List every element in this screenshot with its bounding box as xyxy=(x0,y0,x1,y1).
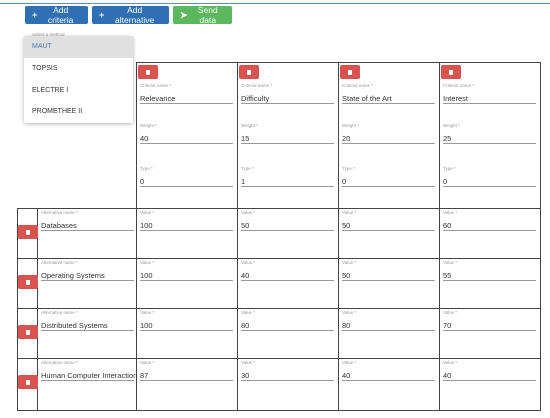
add-criteria-label: Add criteria xyxy=(47,5,74,25)
criterion-type-input[interactable]: 0 xyxy=(443,176,536,187)
add-alternative-label: Add alternative xyxy=(115,5,155,25)
trash-icon xyxy=(449,69,453,75)
alternative-delete-cell xyxy=(17,208,38,259)
alternative-name-input[interactable]: Operating Systems xyxy=(41,270,134,281)
criterion-cell: Criterial name * Difficulty Weight * 15 Ty… xyxy=(237,62,339,209)
value-input[interactable]: 80 xyxy=(342,320,435,331)
value-cell: Value * 100 xyxy=(136,258,238,309)
value-input[interactable]: 50 xyxy=(241,220,334,231)
criterion-name-input[interactable]: Interest xyxy=(443,93,536,104)
value-cell: Value * 40 xyxy=(237,258,339,309)
value-cell: Value * 100 xyxy=(136,208,238,259)
alternative-name-input[interactable]: Databases xyxy=(41,220,134,231)
delete-criterion-button[interactable] xyxy=(340,65,360,79)
trash-icon xyxy=(26,379,30,385)
value-cell: Value * 60 xyxy=(439,208,541,259)
value-cell: Value * 80 xyxy=(338,308,440,359)
alternative-delete-cell xyxy=(17,258,38,309)
value-cell: Value * 87 xyxy=(136,358,238,411)
delete-criterion-button[interactable] xyxy=(239,65,259,79)
criterion-cell: Criterial name * Interest Weight * 25 Type… xyxy=(439,62,541,209)
value-input[interactable]: 50 xyxy=(342,270,435,281)
method-option-electre[interactable]: ELECTRE I xyxy=(32,86,69,94)
criterion-weight-input[interactable]: 40 xyxy=(140,133,233,144)
alternative-name-cell: Alternative name * Human Computer Interac… xyxy=(37,358,138,411)
method-select-label: Select a method xyxy=(32,32,65,37)
value-cell: Value * 40 xyxy=(439,358,541,411)
value-input[interactable]: 60 xyxy=(443,220,536,231)
criterion-name-input[interactable]: State of the Art xyxy=(342,93,435,104)
add-criteria-button[interactable]: + Add criteria xyxy=(25,5,88,25)
top-border-line xyxy=(0,3,550,4)
method-option-topsis[interactable]: TOPSIS xyxy=(32,64,58,72)
value-input[interactable]: 87 xyxy=(140,370,233,381)
method-option-maut[interactable]: MAUT xyxy=(24,36,133,58)
trash-icon xyxy=(26,329,30,335)
alternative-row: Alternative name * Human Computer Interac… xyxy=(17,358,541,411)
alternative-name-cell: Alternative name * Operating Systems xyxy=(37,258,137,309)
value-input[interactable]: 55 xyxy=(443,270,536,281)
alternative-name-input[interactable]: Human Computer Interaction xyxy=(41,371,138,381)
criterion-type-input[interactable]: 1 xyxy=(241,176,334,187)
send-data-label: Send data xyxy=(197,5,218,25)
value-cell: Value * 50 xyxy=(237,208,339,259)
value-cell: Value * 50 xyxy=(338,258,440,309)
value-cell: Value * 70 xyxy=(439,308,541,359)
delete-criterion-button[interactable] xyxy=(138,65,158,79)
value-cell: Value * 40 xyxy=(338,358,440,411)
value-input[interactable]: 70 xyxy=(443,320,536,331)
value-input[interactable]: 100 xyxy=(140,320,233,331)
alternative-name-cell: Alternative name * Distributed Systems xyxy=(37,308,137,359)
trash-icon xyxy=(348,69,352,75)
value-cell: Value * 55 xyxy=(439,258,541,309)
criterion-type-input[interactable]: 0 xyxy=(342,176,435,187)
value-input[interactable]: 40 xyxy=(443,370,536,381)
value-input[interactable]: 100 xyxy=(140,270,233,281)
trash-icon xyxy=(26,279,30,285)
value-cell: Value * 50 xyxy=(338,208,440,259)
criterion-name-input[interactable]: Relevance xyxy=(140,93,233,104)
delete-alternative-button[interactable] xyxy=(18,275,38,289)
decision-matrix: Criterial name * Relevance Weight * 40 Typ… xyxy=(17,62,541,411)
delete-alternative-button[interactable] xyxy=(18,325,38,339)
delete-alternative-button[interactable] xyxy=(18,225,38,239)
value-input[interactable]: 40 xyxy=(342,370,435,381)
criterion-weight-input[interactable]: 25 xyxy=(443,133,536,144)
criteria-row: Criterial name * Relevance Weight * 40 Typ… xyxy=(18,62,541,209)
method-option-promethee[interactable]: PROMETHEE II xyxy=(32,108,83,116)
add-alternative-button[interactable]: + Add alternative xyxy=(92,5,169,25)
send-icon: ➤ xyxy=(180,9,188,20)
value-cell: Value * 100 xyxy=(136,308,238,359)
value-input[interactable]: 40 xyxy=(241,270,334,281)
alternative-name-cell: Alternative name * Databases xyxy=(37,208,137,259)
criterion-type-input[interactable]: 0 xyxy=(140,176,233,187)
plus-icon: + xyxy=(32,10,38,20)
method-dropdown-menu: MAUT TOPSIS ELECTRE I PROMETHEE II xyxy=(24,36,133,123)
criterion-cell: Criterial name * Relevance Weight * 40 Typ… xyxy=(136,62,238,209)
criterion-weight-input[interactable]: 20 xyxy=(342,133,435,144)
toolbar: + Add criteria + Add alternative ➤ Send … xyxy=(25,5,232,25)
send-data-button[interactable]: ➤ Send data xyxy=(173,5,232,25)
alternative-delete-cell xyxy=(17,358,38,411)
value-cell: Value * 30 xyxy=(237,358,339,411)
criterion-name-input[interactable]: Difficulty xyxy=(241,93,334,104)
value-cell: Value * 80 xyxy=(237,308,339,359)
alternative-row: Alternative name * Databases Value * 100 V… xyxy=(17,208,541,259)
plus-icon: + xyxy=(99,10,105,20)
trash-icon xyxy=(146,69,150,75)
value-input[interactable]: 100 xyxy=(140,220,233,231)
delete-criterion-button[interactable] xyxy=(441,65,461,79)
criterion-weight-input[interactable]: 15 xyxy=(241,133,334,144)
alternative-row: Alternative name * Operating Systems Valu… xyxy=(17,258,541,309)
criterion-cell: Criterial name * State of the Art Weight … xyxy=(338,62,440,209)
value-input[interactable]: 30 xyxy=(241,370,334,381)
value-input[interactable]: 80 xyxy=(241,320,334,331)
alternative-row: Alternative name * Distributed Systems Va… xyxy=(17,308,541,359)
trash-icon xyxy=(26,229,30,235)
trash-icon xyxy=(247,69,251,75)
value-input[interactable]: 50 xyxy=(342,220,435,231)
alternative-name-input[interactable]: Distributed Systems xyxy=(41,320,134,331)
delete-alternative-button[interactable] xyxy=(18,375,38,389)
alternative-delete-cell xyxy=(17,308,38,359)
